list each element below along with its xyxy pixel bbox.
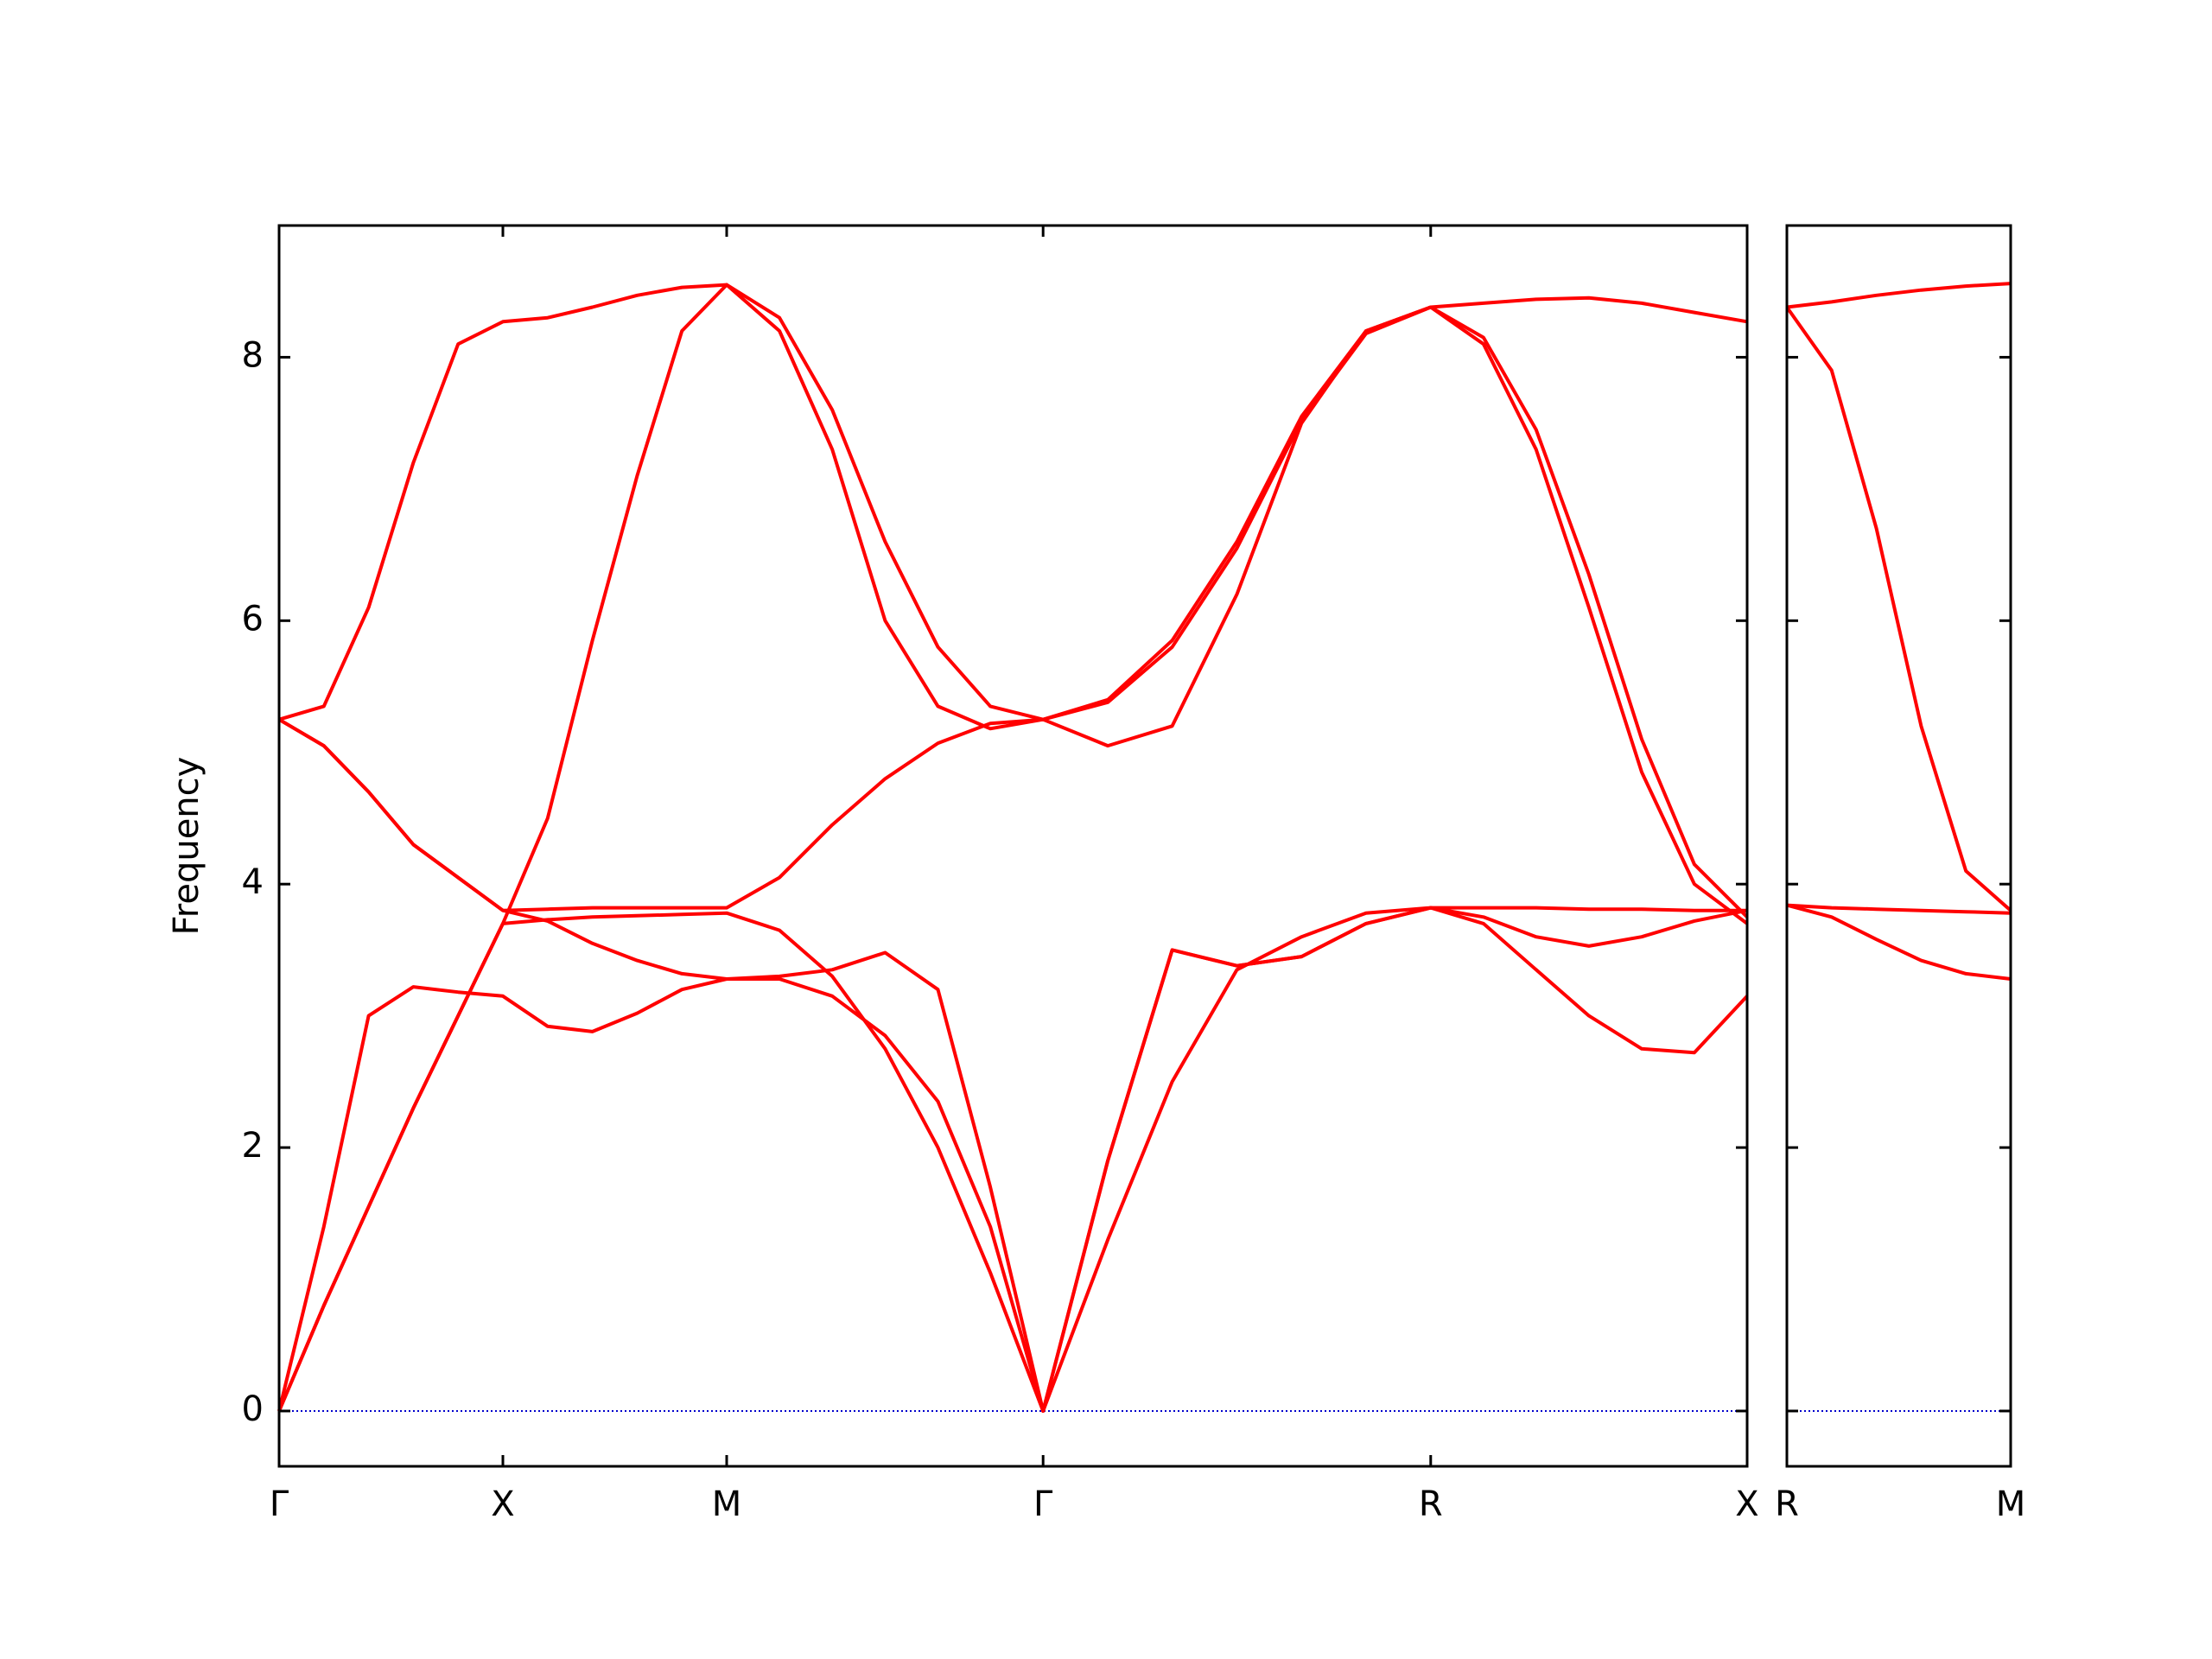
y-tick-label: 8: [242, 335, 264, 375]
x-tick-label: R: [1419, 1484, 1443, 1524]
band-line: [1786, 903, 2012, 915]
band-line: [278, 283, 1748, 721]
band-line: [277, 305, 1749, 918]
band-line: [277, 906, 1748, 1413]
x-tick-label: X: [491, 1484, 514, 1524]
y-tick-label: 2: [242, 1126, 264, 1166]
x-tick-label: Γ: [1033, 1484, 1053, 1524]
y-axis-label: Frequency: [167, 757, 207, 936]
y-tick-label: 6: [242, 599, 264, 639]
x-tick-label: R: [1775, 1484, 1799, 1524]
band-line: [1785, 306, 2012, 912]
y-tick-label: 4: [242, 862, 264, 902]
x-tick-label: X: [1735, 1484, 1758, 1524]
band-line: [277, 283, 1749, 1412]
x-tick-label: Γ: [270, 1484, 289, 1524]
x-tick-label: M: [1996, 1484, 2026, 1524]
band-line: [277, 906, 1749, 1413]
plot-frame: [277, 224, 1749, 1468]
x-tick-label: M: [712, 1484, 742, 1524]
band-line: [1786, 903, 2012, 981]
plot-frame: [1785, 224, 2012, 1468]
band-line: [1786, 282, 2012, 309]
y-tick-label: 0: [242, 1389, 264, 1429]
